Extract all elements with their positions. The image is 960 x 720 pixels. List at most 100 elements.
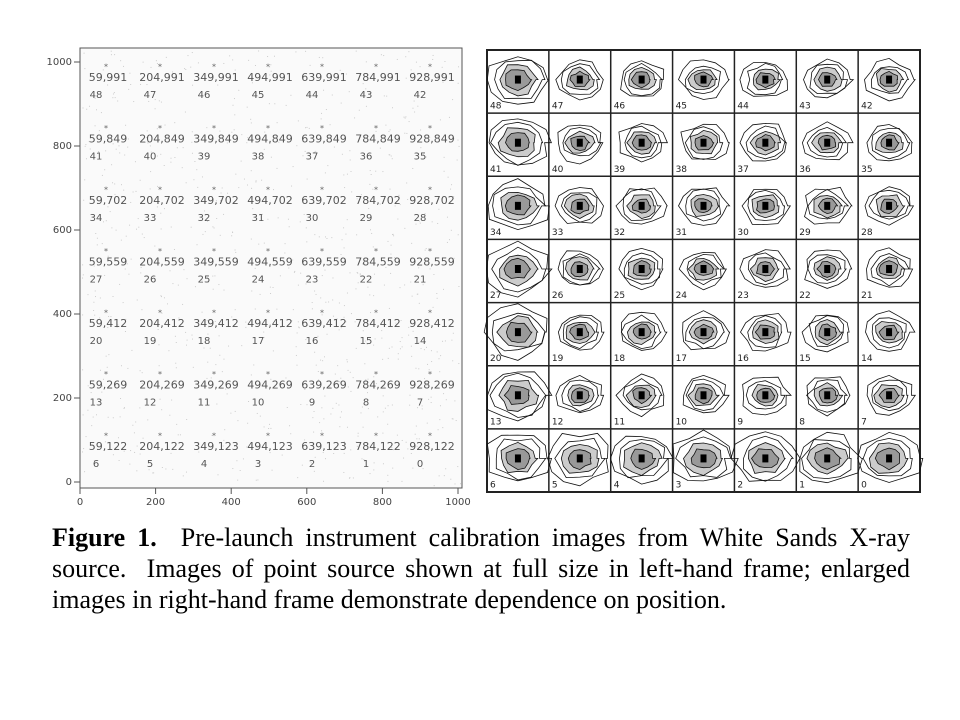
contour (739, 122, 787, 162)
speckle (107, 84, 109, 86)
cell-index: 3 (676, 481, 682, 491)
image-index: 8 (363, 398, 369, 409)
speckle (115, 229, 117, 231)
speckle (116, 326, 118, 328)
contour (678, 59, 730, 100)
speckle (97, 341, 99, 343)
speckle (105, 220, 107, 222)
speckle (280, 326, 282, 328)
speckle (111, 227, 113, 229)
peak-pixel (576, 454, 583, 463)
speckle (439, 371, 441, 373)
cell-index: 11 (614, 417, 625, 427)
speckle (197, 62, 199, 64)
position-label: 928,412 (409, 317, 455, 330)
speckle (133, 101, 135, 103)
speckle (265, 447, 267, 449)
contour (747, 252, 787, 286)
speckle (444, 340, 446, 342)
speckle (239, 469, 241, 471)
speckle (174, 157, 176, 159)
speckle (158, 139, 160, 141)
speckle (426, 385, 428, 387)
speckle (394, 257, 396, 259)
source-point: * (374, 124, 378, 133)
speckle (386, 95, 388, 97)
speckle (424, 73, 426, 75)
speckle (203, 347, 205, 349)
speckle (419, 222, 421, 224)
speckle (170, 157, 172, 159)
speckle (340, 327, 342, 329)
speckle (365, 105, 367, 107)
speckle (457, 139, 459, 141)
contour (686, 253, 725, 286)
speckle (248, 400, 250, 402)
image-index: 42 (414, 90, 427, 101)
speckle (202, 233, 204, 235)
speckle (340, 102, 342, 104)
image-index: 1 (363, 459, 369, 470)
speckle (129, 224, 131, 226)
speckle (268, 103, 270, 105)
speckle (118, 145, 120, 147)
source-point: * (212, 370, 216, 379)
cell-index: 28 (861, 228, 873, 238)
speckle (284, 243, 286, 245)
speckle (307, 93, 309, 95)
caption-label: Figure 1. (52, 523, 157, 552)
speckle (319, 323, 321, 325)
speckle (142, 199, 144, 201)
position-label: 59,559 (89, 256, 128, 269)
x-tick-label: 0 (77, 497, 83, 508)
speckle (82, 107, 84, 109)
speckle (452, 360, 454, 362)
speckle (355, 50, 357, 52)
speckle (421, 405, 423, 407)
image-index: 26 (144, 275, 157, 286)
speckle (176, 147, 178, 149)
speckle (250, 122, 252, 124)
contour (682, 374, 730, 414)
speckle (160, 212, 162, 214)
speckle (143, 237, 145, 239)
position-label: 204,991 (139, 71, 185, 84)
speckle (419, 66, 421, 68)
speckle (246, 446, 248, 448)
speckle (272, 287, 274, 289)
speckle (425, 346, 427, 348)
speckle (292, 259, 294, 261)
speckle (369, 229, 371, 231)
speckle (380, 54, 382, 56)
speckle (393, 449, 395, 451)
speckle (235, 251, 237, 253)
speckle (137, 218, 139, 220)
speckle (437, 222, 439, 224)
speckle (215, 364, 217, 366)
speckle (270, 64, 272, 66)
speckle (88, 140, 90, 142)
contour (746, 62, 784, 96)
position-label: 204,702 (139, 194, 185, 207)
image-index: 15 (360, 336, 373, 347)
speckle (167, 303, 169, 305)
x-tick-label: 600 (297, 497, 316, 508)
speckle (436, 293, 438, 295)
speckle (373, 469, 375, 471)
speckle (223, 213, 225, 215)
speckle (381, 337, 383, 339)
source-point: * (212, 309, 216, 318)
speckle (240, 160, 242, 162)
speckle (404, 132, 406, 134)
speckle (120, 365, 122, 367)
contour (807, 188, 850, 220)
speckle (452, 138, 454, 140)
speckle (123, 189, 125, 191)
speckle (235, 173, 237, 175)
contour (483, 303, 548, 361)
peak-pixel (886, 265, 893, 273)
speckle (136, 445, 138, 447)
speckle (326, 333, 328, 335)
speckle (288, 267, 290, 269)
speckle (453, 196, 455, 198)
